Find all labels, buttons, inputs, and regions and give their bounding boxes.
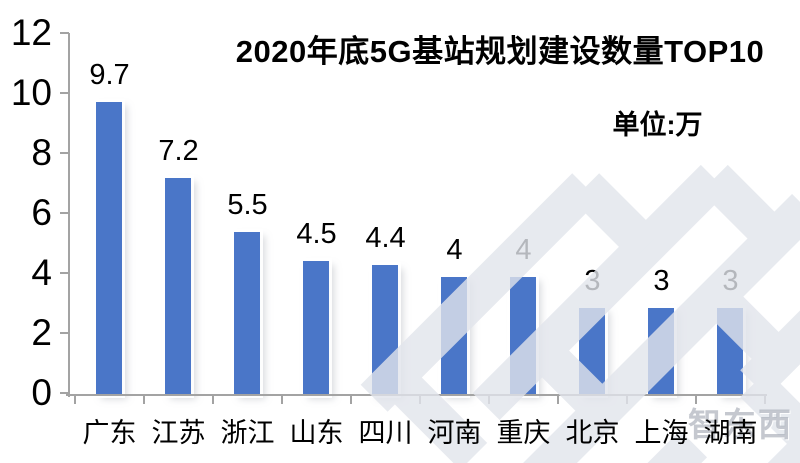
- x-tick: [488, 396, 490, 404]
- bar: [372, 265, 398, 395]
- x-tick: [74, 396, 76, 404]
- y-tick: [60, 212, 69, 214]
- category-label: 江苏: [151, 418, 206, 448]
- bar-group: 3: [558, 33, 627, 395]
- bar-value-label: 9.7: [89, 59, 130, 92]
- x-tick: [212, 396, 214, 404]
- category-label: 山东: [289, 418, 344, 448]
- bar: [441, 277, 467, 395]
- category-label: 北京: [565, 418, 620, 448]
- bar: [165, 177, 191, 395]
- y-tick: [60, 332, 69, 334]
- x-axis-labels: 广东 江苏 浙江 山东 四川 河南 重庆 北京 上海 湖南: [75, 413, 765, 455]
- bar-group: 4: [420, 33, 489, 395]
- bar-value-label: 4: [515, 234, 532, 267]
- category-label: 重庆: [496, 418, 551, 448]
- y-tick-label: 2: [31, 312, 52, 353]
- unit-label: 单位:万: [612, 110, 703, 140]
- bar-group: 5.5: [213, 33, 282, 395]
- category-label: 湖南: [703, 418, 758, 448]
- bar: [303, 260, 329, 395]
- plot-area: 9.7 7.2 5.5 4.5 4.4 4 4 3 3 3: [75, 33, 765, 395]
- bar-group: 3: [627, 33, 696, 395]
- bar: [579, 307, 605, 395]
- bar: [510, 277, 536, 395]
- bar: [717, 307, 743, 395]
- chart-title: 2020年底5G基站规划建设数量TOP10: [235, 34, 765, 69]
- category-label: 广东: [82, 418, 137, 448]
- x-tick: [557, 396, 559, 404]
- bar-value-label: 4.5: [296, 217, 337, 250]
- category-label: 河南: [427, 418, 482, 448]
- y-tick: [60, 272, 69, 274]
- bar-group: 7.2: [144, 33, 213, 395]
- x-tick: [350, 396, 352, 404]
- x-tick: [419, 396, 421, 404]
- category-label: 四川: [358, 418, 413, 448]
- bar-group: 4.5: [282, 33, 351, 395]
- y-tick-label: 4: [31, 252, 52, 293]
- bar-group: 3: [696, 33, 765, 395]
- bar-value-label: 5.5: [227, 188, 268, 221]
- x-tick: [626, 396, 628, 404]
- y-tick: [60, 152, 69, 154]
- y-tick-label: 12: [10, 12, 52, 53]
- bar: [96, 102, 122, 395]
- category-label: 上海: [634, 418, 689, 448]
- y-tick-label: 10: [10, 72, 52, 113]
- bar-group: 9.7: [75, 33, 144, 395]
- bar-group: 4: [489, 33, 558, 395]
- y-tick-label: 0: [31, 372, 52, 413]
- y-tick: [60, 32, 69, 34]
- x-axis-line: [66, 394, 767, 396]
- x-tick: [281, 396, 283, 404]
- y-tick-label: 6: [31, 192, 52, 233]
- y-tick: [60, 392, 69, 394]
- bar: [234, 231, 260, 395]
- bar: [648, 307, 674, 395]
- bar-group: 4.4: [351, 33, 420, 395]
- bar-value-label: 3: [722, 264, 739, 297]
- y-tick-label: 8: [31, 132, 52, 173]
- y-tick: [60, 92, 69, 94]
- y-axis-line: [68, 33, 70, 397]
- x-tick: [143, 396, 145, 404]
- bar-value-label: 7.2: [158, 134, 199, 167]
- category-label: 浙江: [220, 418, 275, 448]
